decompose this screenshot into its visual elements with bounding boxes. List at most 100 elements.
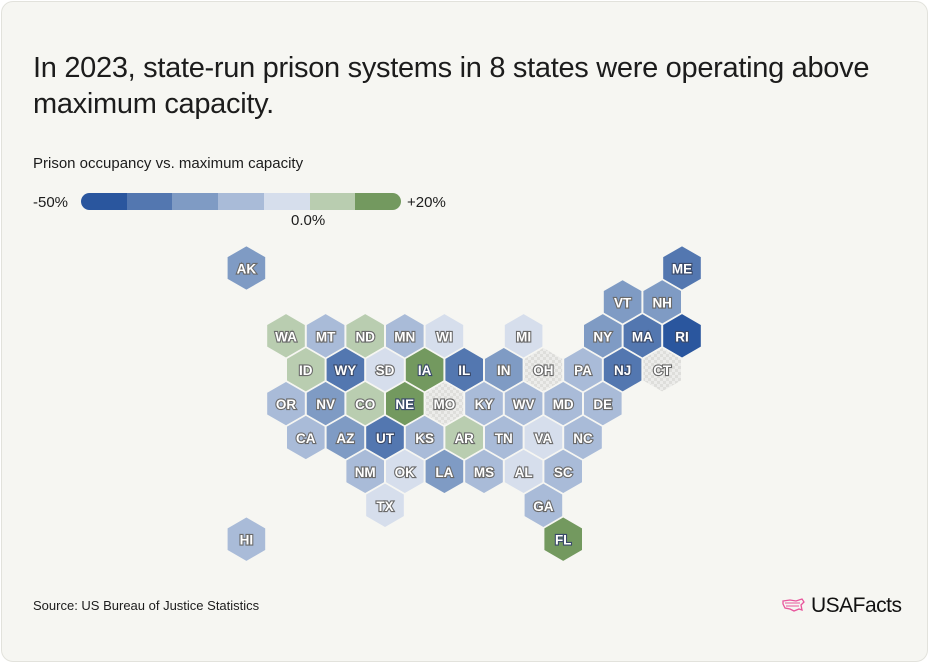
state-label: SC [554,465,573,480]
state-hex-tx[interactable]: TX [364,481,406,529]
state-label: WY [335,363,357,378]
state-label: NH [652,295,672,310]
state-hex-mi[interactable]: MI [503,312,545,360]
state-label: NE [395,397,414,412]
state-label: NC [573,431,593,446]
state-label: OK [395,465,416,480]
state-label: UT [376,431,395,446]
state-hex-shape [641,346,683,394]
state-hex-co[interactable]: CO [344,380,386,428]
state-hex-de[interactable]: DE [582,380,624,428]
state-label: AK [237,262,257,277]
legend-title: Prison occupancy vs. maximum capacity [33,155,304,172]
state-label: CO [355,397,375,412]
state-label: WV [513,397,535,412]
state-label: KS [415,431,434,446]
state-label: MS [474,465,494,480]
state-label: NM [355,465,376,480]
state-label: CA [296,431,316,446]
legend-swatch-5 [309,193,356,210]
state-hex-shape [542,515,584,563]
state-hex-shape [226,244,267,292]
state-label: RI [675,329,689,344]
logo-text: USAFacts [811,594,902,617]
state-label: LA [435,465,453,480]
state-hex-wi[interactable]: WI [423,312,465,360]
state-label: AR [454,431,474,446]
state-label: NJ [614,363,631,378]
state-label: ID [299,363,313,378]
state-label: MN [394,329,415,344]
legend-swatch-1 [126,193,173,210]
state-label: ME [672,262,692,277]
legend-min-label: -50% [33,194,69,211]
state-hex-shape [364,481,406,529]
state-hex-nd[interactable]: ND [344,312,386,360]
legend-color-scale [81,193,401,210]
state-label: IL [458,363,470,378]
usafacts-logo[interactable]: USAFacts [782,594,902,618]
state-hex-hi[interactable]: HI [226,515,267,563]
state-hex-wv[interactable]: WV [503,380,545,428]
state-hex-shape [226,515,267,563]
state-hex-az[interactable]: AZ [324,413,366,462]
state-hex-nc[interactable]: NC [562,413,604,462]
state-label: NV [316,397,335,412]
state-label: NY [593,329,612,344]
state-hex-sc[interactable]: SC [542,447,584,495]
state-label: VA [535,431,553,446]
us-map-logo-icon [782,598,805,612]
state-hex-or[interactable]: OR [265,380,307,428]
state-label: WI [436,329,453,344]
state-hex-me[interactable]: ME [661,244,703,292]
state-label: HI [240,533,254,548]
chart-title: In 2023, state-run prison systems in 8 s… [33,52,870,120]
legend-mid-label: 0.0% [291,212,326,229]
state-hex-wa[interactable]: WA [265,312,307,360]
state-hex-fl[interactable]: FL [542,515,584,563]
state-label: KY [475,397,494,412]
state-hex-ma[interactable]: MA [621,312,663,360]
legend-swatch-6 [355,193,401,210]
state-hex-nh[interactable]: NH [641,278,683,326]
state-label: PA [574,363,592,378]
state-hex-ky[interactable]: KY [463,380,505,428]
state-label: ND [355,329,375,344]
state-label: AL [515,465,533,480]
state-label: GA [533,499,554,514]
legend-swatch-0 [81,193,127,210]
state-hex-il[interactable]: IL [443,346,485,394]
state-label: IA [418,363,432,378]
source-note: Source: US Bureau of Justice Statistics [33,598,260,613]
state-hex-mn[interactable]: MN [384,312,426,360]
state-label: TN [495,431,513,446]
state-label: OH [533,363,553,378]
legend-swatch-3 [218,193,264,210]
legend-swatch-4 [263,193,310,210]
state-label: CT [653,363,672,378]
state-label: IN [497,363,511,378]
state-label: SD [376,363,395,378]
state-label: DE [593,397,612,412]
legend-swatch-2 [172,193,219,210]
state-label: OR [276,397,297,412]
state-label: VT [614,295,632,310]
state-label: FL [555,533,572,548]
state-hex-ca[interactable]: CA [285,413,327,462]
legend-max-label: +20% [407,194,446,211]
state-hex-la[interactable]: LA [423,447,465,495]
state-label: AZ [336,431,354,446]
state-label: MO [434,397,456,412]
state-hex-va[interactable]: VA [522,413,564,462]
state-hex-ms[interactable]: MS [463,447,505,495]
state-hex-ak[interactable]: AK [226,244,267,292]
state-hex-wy[interactable]: WY [324,346,366,394]
state-hex-ct[interactable]: CT [641,346,683,394]
state-label: WA [275,329,297,344]
state-label: TX [376,499,393,514]
state-label: MA [632,329,653,344]
state-hex-ri[interactable]: RI [661,312,703,360]
state-label: MD [553,397,574,412]
